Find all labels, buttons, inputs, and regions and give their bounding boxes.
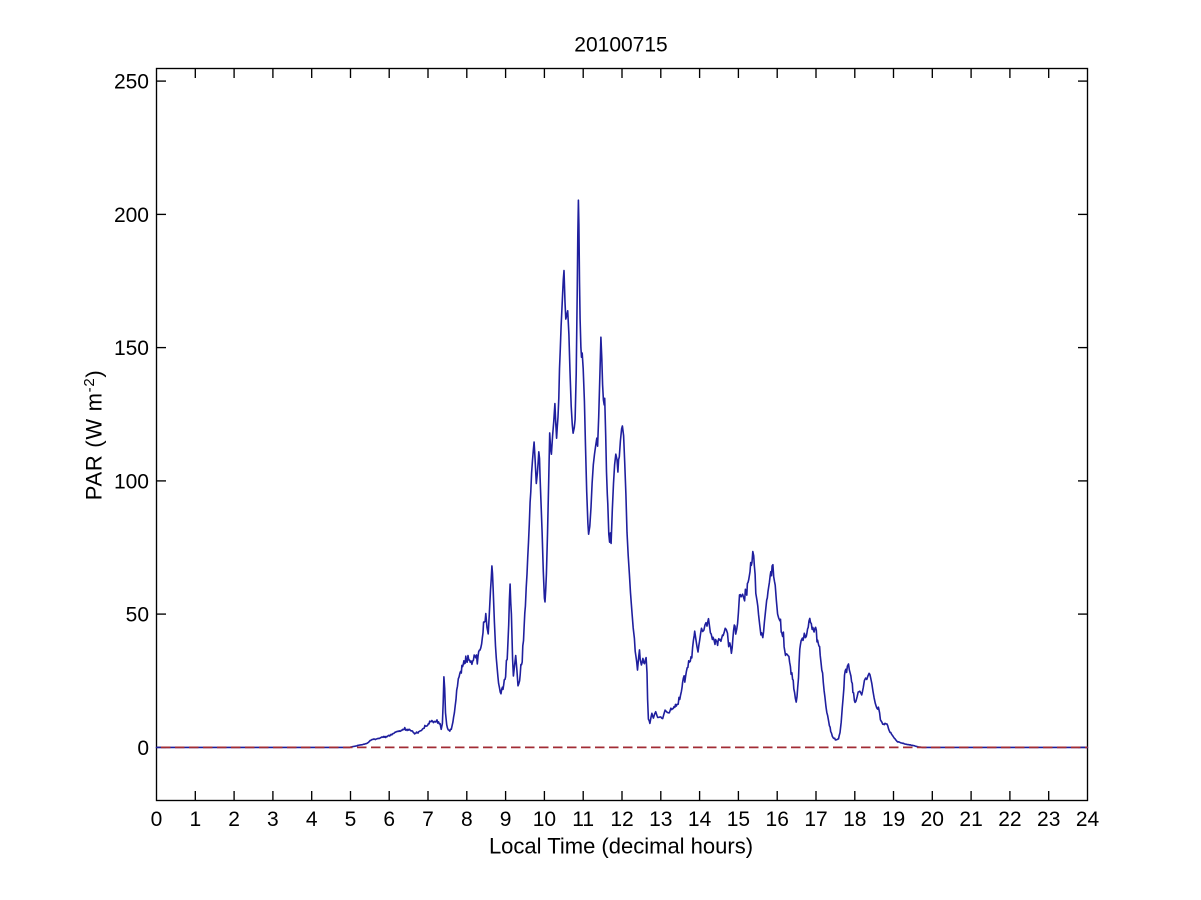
svg-text:0: 0 (151, 808, 163, 831)
svg-text:17: 17 (804, 808, 827, 831)
svg-text:10: 10 (533, 808, 556, 831)
svg-text:20: 20 (921, 808, 944, 831)
svg-text:24: 24 (1076, 808, 1100, 831)
svg-text:5: 5 (345, 808, 357, 831)
svg-text:8: 8 (461, 808, 473, 831)
svg-text:200: 200 (114, 204, 149, 227)
svg-text:20100715: 20100715 (574, 34, 667, 57)
svg-text:11: 11 (572, 808, 594, 831)
svg-text:PAR (W m-2): PAR (W m-2) (81, 370, 107, 501)
svg-text:3: 3 (267, 808, 279, 831)
svg-text:16: 16 (766, 808, 789, 831)
svg-text:23: 23 (1037, 808, 1060, 831)
svg-text:21: 21 (959, 808, 982, 831)
svg-text:250: 250 (114, 71, 149, 94)
svg-text:18: 18 (843, 808, 866, 831)
svg-text:9: 9 (500, 808, 512, 831)
svg-text:50: 50 (126, 604, 149, 627)
svg-text:1: 1 (189, 808, 201, 831)
svg-text:14: 14 (688, 808, 712, 831)
svg-text:4: 4 (306, 808, 318, 831)
svg-text:6: 6 (383, 808, 395, 831)
svg-text:150: 150 (114, 337, 149, 360)
svg-text:0: 0 (137, 737, 149, 760)
svg-text:100: 100 (114, 470, 149, 493)
svg-text:19: 19 (882, 808, 905, 831)
svg-text:2: 2 (228, 808, 240, 831)
svg-text:12: 12 (610, 808, 633, 831)
svg-text:22: 22 (998, 808, 1021, 831)
svg-text:7: 7 (422, 808, 434, 831)
svg-text:Local Time (decimal hours): Local Time (decimal hours) (489, 834, 753, 859)
svg-text:13: 13 (649, 808, 672, 831)
svg-text:15: 15 (727, 808, 750, 831)
